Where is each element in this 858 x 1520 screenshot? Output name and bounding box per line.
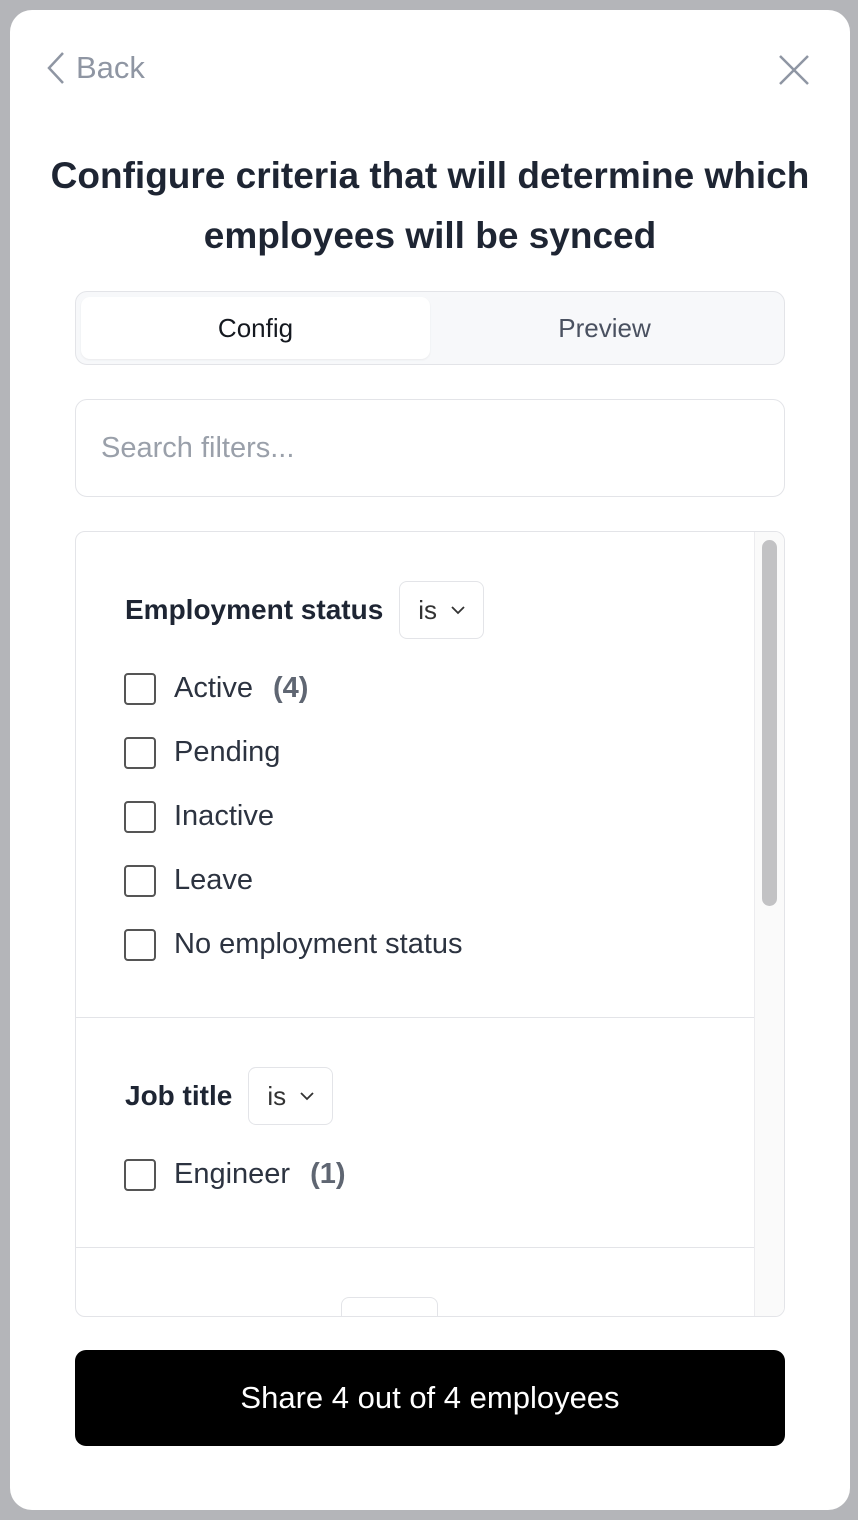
chevron-down-icon: [451, 605, 465, 614]
search-filters-input[interactable]: [75, 399, 785, 497]
scrollbar-thumb[interactable]: [762, 540, 777, 906]
checkbox[interactable]: [124, 736, 156, 769]
filter-list: Employment status is Active (4) Pending I…: [75, 531, 785, 1317]
option-pending[interactable]: Pending: [124, 736, 280, 769]
option-label: Inactive: [174, 800, 274, 832]
operator-value: is: [418, 594, 438, 625]
scrollbar[interactable]: [754, 532, 784, 1316]
option-count: (1): [310, 1158, 346, 1190]
operator-dropdown[interactable]: [341, 1297, 438, 1316]
filter-name: Employment status: [125, 594, 384, 625]
chevron-left-icon: [47, 52, 64, 84]
operator-dropdown[interactable]: is: [248, 1067, 334, 1125]
close-icon[interactable]: [776, 52, 812, 88]
checkbox[interactable]: [124, 1158, 156, 1191]
option-label: Engineer: [174, 1158, 291, 1190]
option-count: (4): [272, 672, 309, 704]
option-label: No employment status: [174, 928, 463, 960]
option-label: Leave: [174, 864, 254, 896]
option-leave[interactable]: Leave: [124, 864, 253, 897]
operator-value: is: [267, 1080, 287, 1111]
checkbox[interactable]: [124, 672, 156, 705]
option-no-employment-status[interactable]: No employment status: [124, 928, 463, 961]
page-title: Configure criteria that will determine w…: [50, 155, 810, 256]
tab-bar: Config Preview: [75, 291, 785, 365]
filter-name: Job title: [125, 1080, 233, 1111]
tab-config[interactable]: Config: [81, 297, 430, 359]
operator-dropdown[interactable]: is: [399, 581, 485, 639]
share-employees-button[interactable]: Share 4 out of 4 employees: [75, 1350, 785, 1446]
option-label: Pending: [174, 736, 281, 768]
back-label: Back: [76, 50, 145, 85]
option-inactive[interactable]: Inactive: [124, 800, 274, 833]
filter-employment-status: Employment status is Active (4) Pending I…: [76, 532, 755, 1018]
option-label: Active: [174, 672, 253, 704]
checkbox[interactable]: [124, 800, 156, 833]
filter-next-partial: [76, 1248, 755, 1316]
back-button[interactable]: Back: [46, 50, 145, 86]
tab-preview[interactable]: Preview: [558, 312, 651, 343]
chevron-down-icon: [300, 1091, 314, 1100]
checkbox[interactable]: [124, 928, 156, 961]
option-engineer[interactable]: Engineer (1): [124, 1158, 346, 1191]
filter-job-title: Job title is Engineer (1): [76, 1018, 755, 1248]
checkbox[interactable]: [124, 864, 156, 897]
option-active[interactable]: Active (4): [124, 672, 308, 705]
sync-criteria-modal: Back Configure criteria that will determ…: [10, 10, 850, 1510]
